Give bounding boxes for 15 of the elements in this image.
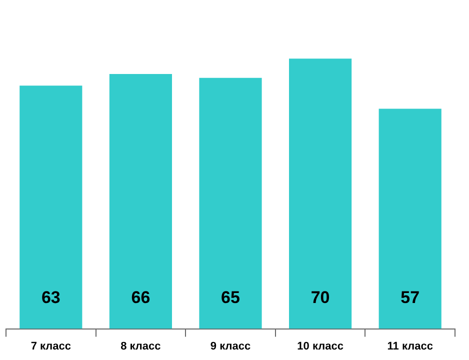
data-label: 63 <box>41 288 60 307</box>
x-tick-label: 7 класс <box>30 340 71 352</box>
x-tick-label: 9 класс <box>210 340 251 352</box>
data-label: 65 <box>221 288 240 307</box>
bar <box>20 86 82 329</box>
data-label: 57 <box>400 288 420 307</box>
x-tick-label: 11 класс <box>387 340 433 352</box>
bar <box>199 78 262 329</box>
bar <box>378 108 442 329</box>
bar <box>289 58 352 329</box>
x-tick-label: 8 класс <box>120 340 161 352</box>
data-label: 66 <box>131 288 150 307</box>
bar <box>109 74 172 329</box>
data-label: 70 <box>310 288 330 307</box>
x-tick-label: 10 класс <box>297 340 344 352</box>
